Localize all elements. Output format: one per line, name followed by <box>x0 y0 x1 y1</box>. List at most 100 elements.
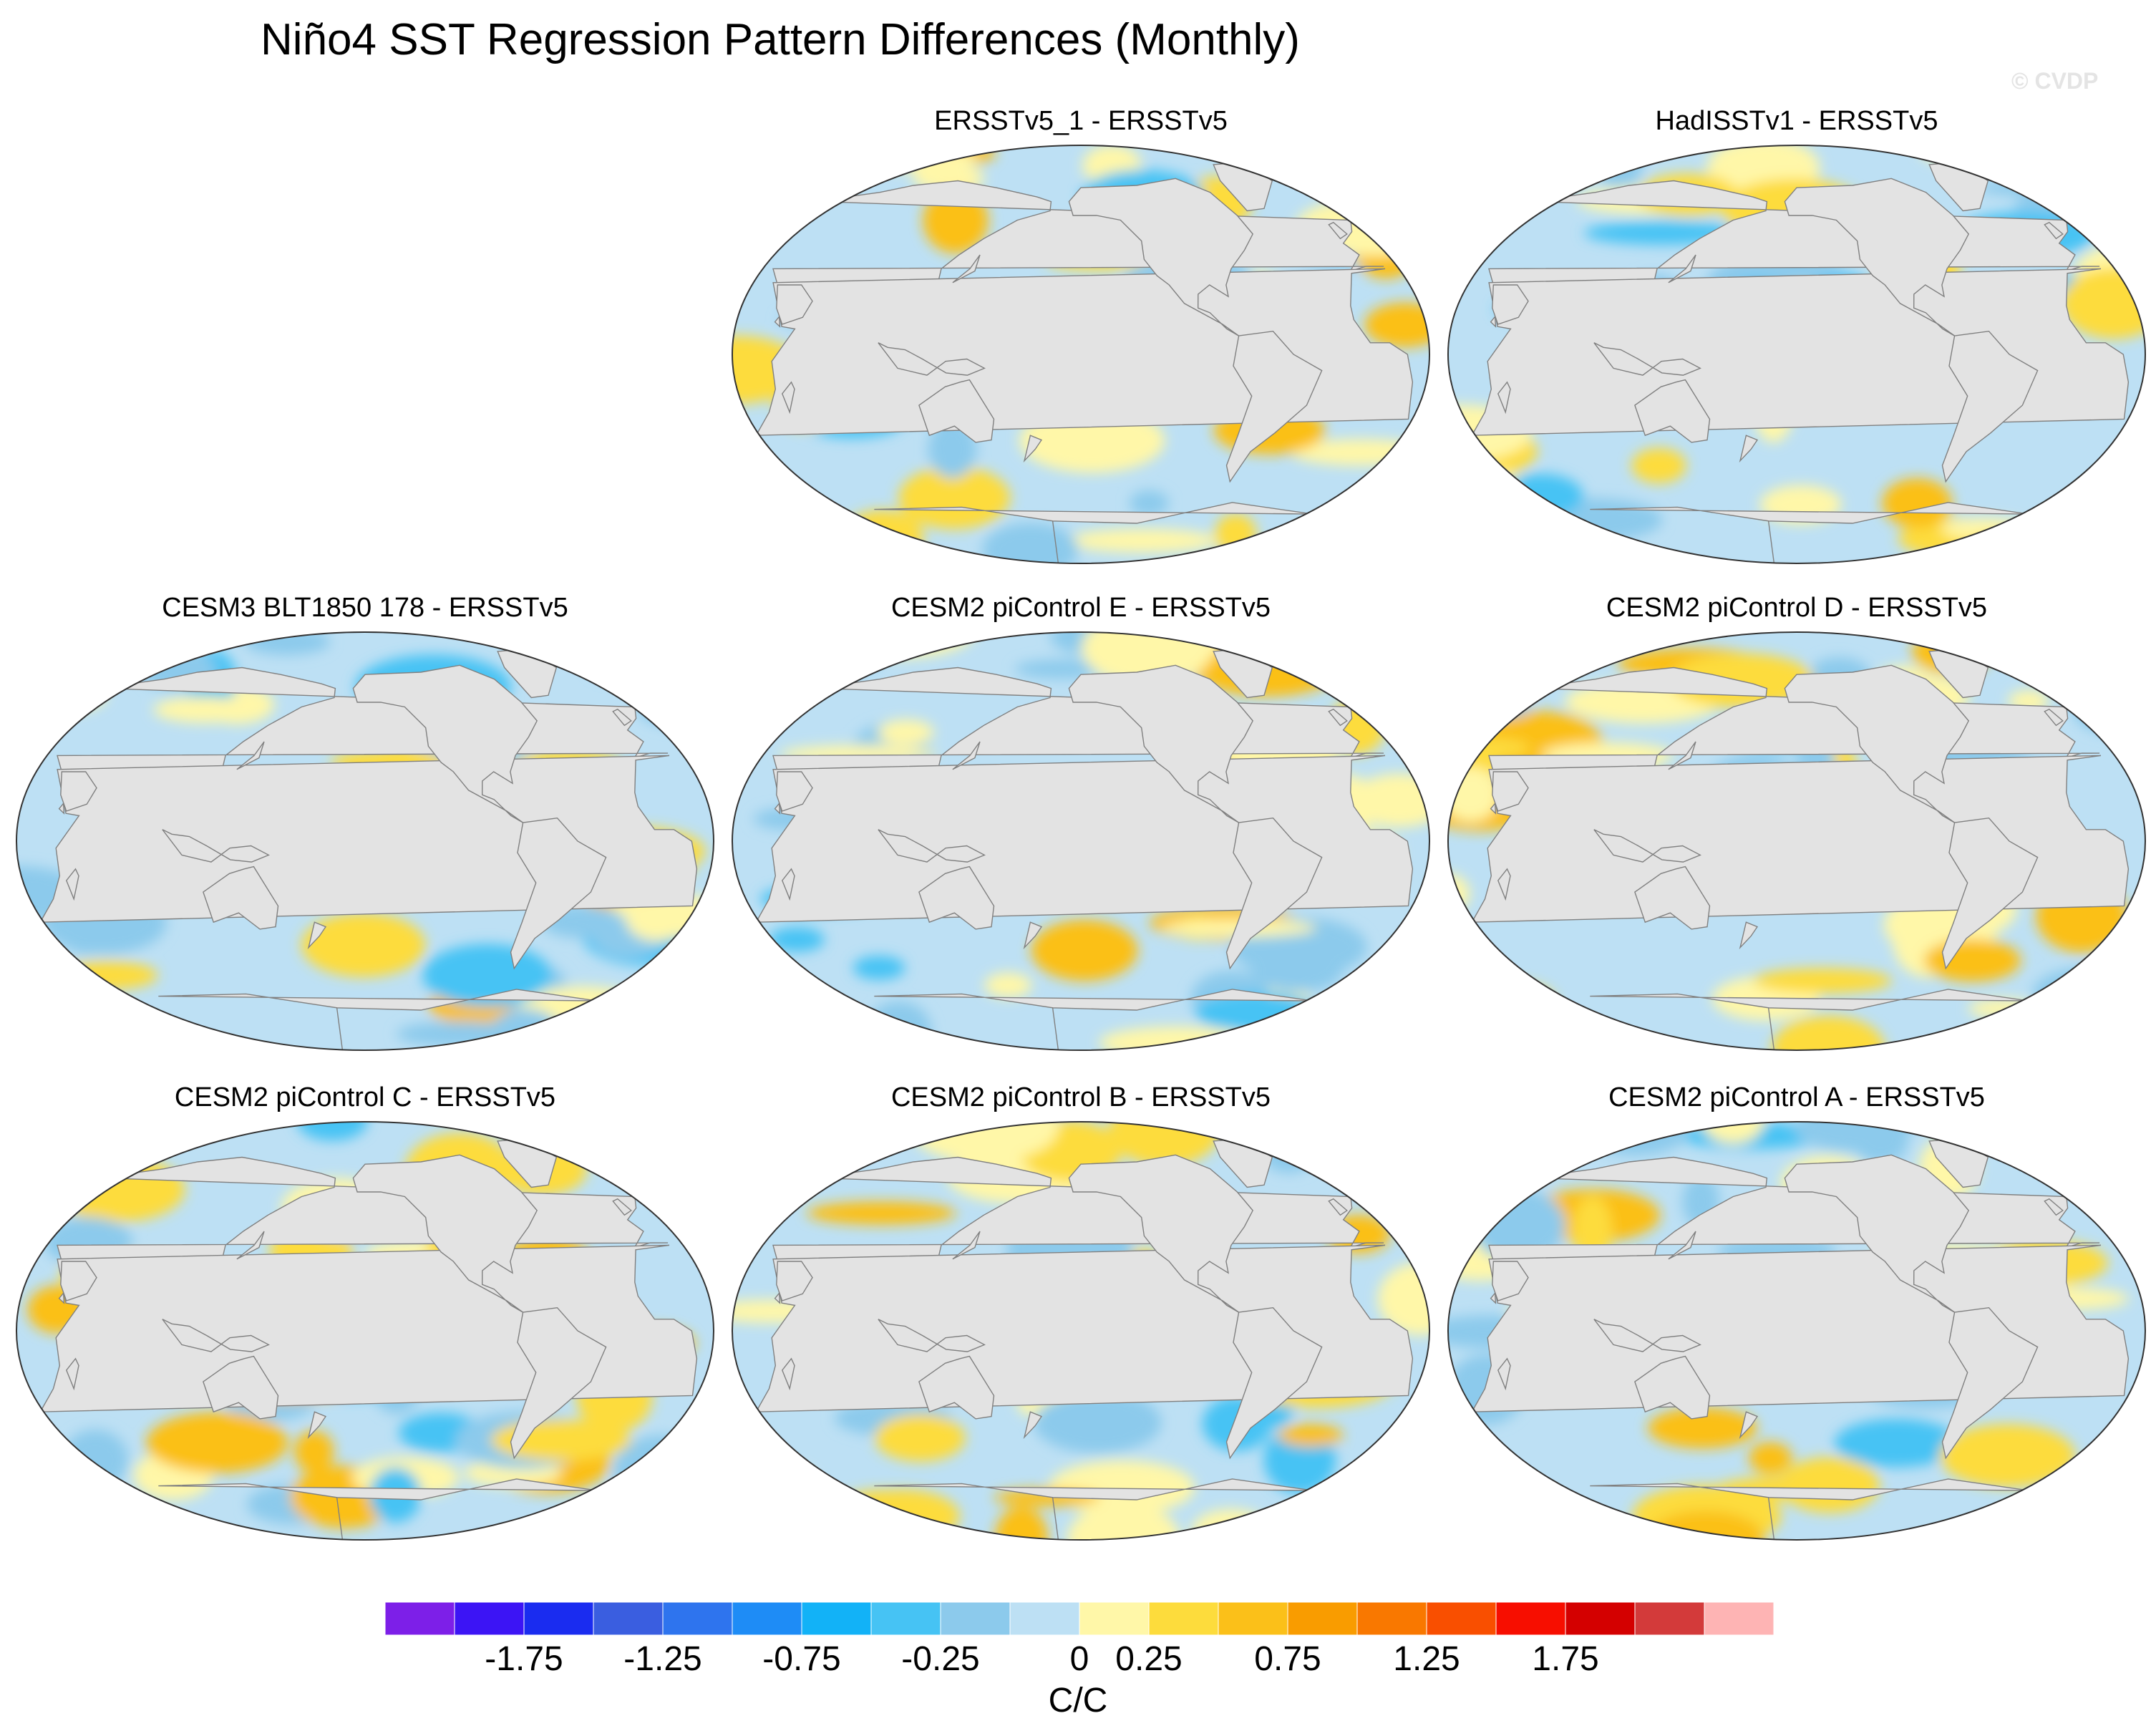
land-mass <box>352 664 538 823</box>
globe-outline <box>16 631 714 1051</box>
anomaly-region <box>1377 1262 1429 1336</box>
anomaly-region <box>732 335 804 404</box>
map-panel: HadISSTv1 - ERSSTv5 <box>1439 106 2155 607</box>
land-mass <box>158 989 598 1050</box>
land-mass <box>2044 708 2064 727</box>
land-mass <box>755 268 1414 436</box>
panel-title: CESM2 piControl E - ERSSTv5 <box>890 593 1271 623</box>
anomaly-region <box>1448 981 1555 1022</box>
land-mass <box>1668 741 1696 770</box>
land-mass <box>352 1154 538 1313</box>
land-mass <box>203 866 279 930</box>
globe-outline <box>732 145 1430 564</box>
anomaly-region <box>1251 944 1344 993</box>
sst-map <box>16 1121 714 1541</box>
anomaly-region <box>153 697 256 723</box>
anomaly-region <box>587 641 654 681</box>
land-mass <box>776 1261 813 1301</box>
land-mass <box>1593 829 1701 863</box>
land-mass <box>65 1357 79 1391</box>
sst-map <box>16 631 714 1051</box>
colorbar-swatch <box>1495 1602 1566 1636</box>
anomaly-region <box>732 145 825 200</box>
anomaly-region <box>1977 178 2114 197</box>
anomaly-region <box>1220 1525 1343 1540</box>
colorbar-tick-label: -0.75 <box>762 1640 841 1678</box>
anomaly-region <box>1308 530 1429 557</box>
anomaly-region <box>62 1430 129 1490</box>
land-mass <box>1634 1355 1711 1420</box>
anomaly-region <box>99 1122 193 1140</box>
anomaly-region <box>747 145 847 171</box>
colorbar-tick-label: 0 <box>1069 1640 1089 1678</box>
land-mass <box>755 1244 1414 1412</box>
land-mass <box>510 817 607 970</box>
land-mass <box>874 989 1313 1050</box>
land-mass <box>39 1244 698 1412</box>
anomaly-region <box>54 1157 185 1222</box>
map-panel: CESM2 piControl D - ERSSTv5 <box>1439 593 2155 1094</box>
land-mass <box>60 1261 97 1301</box>
anomaly-region <box>898 466 1011 530</box>
land-mass <box>1023 1411 1043 1440</box>
map-panel: ERSSTv5_1 - ERSSTv5 <box>723 106 1439 607</box>
sst-map <box>732 145 1430 564</box>
anomaly-region <box>294 1430 334 1473</box>
anomaly-region <box>875 1414 966 1462</box>
colorbar-tick-label: 1.75 <box>1532 1640 1599 1678</box>
land-mass <box>1497 1357 1511 1391</box>
anomaly-region <box>796 1524 894 1540</box>
anomaly-region <box>1033 1392 1162 1453</box>
colorbar-swatch <box>1009 1602 1080 1636</box>
land-mass <box>952 741 981 770</box>
land-mass <box>878 342 986 376</box>
colorbar-tick-label: -1.75 <box>485 1640 563 1678</box>
colorbar-swatch <box>1079 1602 1150 1636</box>
anomaly-region <box>1448 1412 1470 1442</box>
anomaly-region <box>1247 1031 1376 1050</box>
land-mass <box>1492 771 1529 812</box>
globe-outline <box>732 1121 1430 1541</box>
colorbar-swatch <box>593 1602 664 1636</box>
land-mass <box>1784 1154 1970 1313</box>
globe-outline <box>16 1121 714 1541</box>
colorbar-swatch <box>1634 1602 1705 1636</box>
sst-map <box>732 1121 1430 1541</box>
anomaly-region <box>62 914 109 954</box>
anomaly-region <box>301 913 426 977</box>
anomaly-region <box>2099 508 2145 530</box>
land-mass <box>1023 921 1043 950</box>
land-mass <box>918 379 995 443</box>
land-mass <box>1225 817 1323 970</box>
panel-title: CESM2 piControl D - ERSSTv5 <box>1606 593 1988 623</box>
anomaly-region <box>1109 1122 1220 1166</box>
land-mass <box>236 1231 265 1260</box>
anomaly-region <box>1923 939 2021 982</box>
globe-outline <box>1447 1121 2146 1541</box>
land-mass <box>612 1198 632 1216</box>
anomaly-region <box>1278 1424 1343 1447</box>
land-mass <box>878 1319 986 1352</box>
land-mass <box>1634 866 1711 930</box>
panel-title: CESM2 piControl B - ERSSTv5 <box>890 1082 1271 1112</box>
anomaly-region <box>146 1412 288 1473</box>
land-mass <box>1739 435 1759 463</box>
anomaly-region <box>1296 1122 1387 1153</box>
anomaly-region <box>1350 514 1390 563</box>
anomaly-region <box>1794 1122 1913 1153</box>
land-mass <box>1941 817 2039 970</box>
land-mass <box>2044 221 2064 240</box>
anomaly-region <box>853 956 905 980</box>
land-mass <box>2044 1198 2064 1216</box>
anomaly-region <box>878 719 934 745</box>
colorbar-swatch <box>940 1602 1011 1636</box>
anomaly-region <box>1749 1442 1792 1474</box>
land-mass <box>1739 1411 1759 1440</box>
anomaly-region <box>1772 1015 1885 1050</box>
anomaly-region <box>826 648 882 671</box>
land-mass <box>162 1319 270 1352</box>
land-mass <box>1590 1478 2029 1540</box>
sst-map <box>1447 631 2146 1051</box>
colorbar-swatch <box>1565 1602 1636 1636</box>
anomaly-region <box>1215 513 1257 554</box>
